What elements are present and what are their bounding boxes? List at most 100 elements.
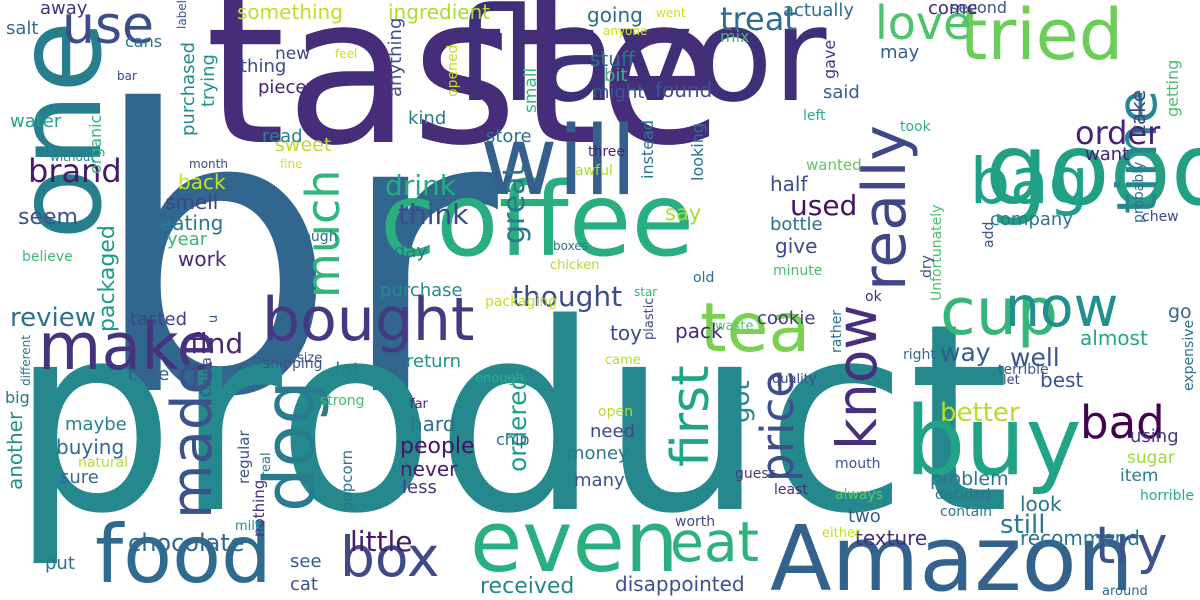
word-piece: piece bbox=[258, 77, 307, 98]
word-money: money bbox=[567, 443, 629, 464]
word-shipping: shipping bbox=[263, 356, 323, 372]
word-way: way bbox=[940, 338, 991, 367]
word-always: always bbox=[835, 487, 884, 503]
word-received: received bbox=[480, 574, 575, 599]
word-sugar: sugar bbox=[1127, 448, 1175, 468]
word-opened: opened bbox=[445, 44, 461, 97]
word-eat: eat bbox=[670, 510, 760, 574]
word-see: see bbox=[290, 551, 322, 572]
word-bag: bag bbox=[970, 145, 1089, 218]
word-think: think bbox=[398, 198, 469, 231]
word-old: old bbox=[693, 270, 715, 286]
word-rather: rather bbox=[829, 309, 845, 353]
word-another: another bbox=[3, 411, 27, 490]
word-waste: waste bbox=[715, 319, 754, 334]
word-back: back bbox=[178, 170, 226, 194]
word-big: big bbox=[5, 388, 30, 407]
word-good: good bbox=[985, 111, 1200, 228]
word-natural: natural bbox=[78, 455, 129, 471]
word-unfortunately: Unfortunately bbox=[929, 204, 945, 301]
word-u: u bbox=[206, 314, 221, 323]
word-seem: seem bbox=[18, 205, 78, 230]
word-real: real bbox=[259, 452, 274, 477]
word-taste: taste bbox=[205, 0, 725, 191]
word-food: food bbox=[95, 508, 272, 600]
word-wanted: wanted bbox=[806, 156, 862, 174]
word-probably: probably bbox=[1131, 161, 1147, 223]
word-item: item bbox=[1120, 466, 1159, 486]
word-plastic: plastic bbox=[642, 297, 657, 340]
word-open: open bbox=[598, 404, 633, 420]
word-ok: ok bbox=[865, 289, 882, 305]
word-anything: anything bbox=[385, 17, 406, 97]
word-salt: salt bbox=[6, 18, 39, 39]
word-china: China bbox=[199, 357, 215, 397]
word-people: people bbox=[400, 434, 475, 459]
word-packaged: packaged bbox=[95, 225, 120, 332]
word-cat: cat bbox=[290, 574, 318, 595]
word-purchased: purchased bbox=[178, 41, 199, 136]
word-right: right bbox=[903, 347, 936, 363]
word-went: went bbox=[656, 6, 686, 20]
word-boxes: boxes bbox=[553, 239, 588, 253]
word-quality: quality bbox=[772, 372, 817, 387]
word-different: different bbox=[19, 335, 33, 386]
word-find: find bbox=[190, 327, 244, 360]
word-coffee: coffee bbox=[380, 161, 695, 280]
word-left: left bbox=[803, 108, 826, 124]
word-hard: hard bbox=[410, 412, 456, 436]
word-tried: tried bbox=[960, 0, 1124, 76]
word-even: even bbox=[470, 493, 679, 592]
word-least: least bbox=[774, 482, 808, 498]
word-day: day bbox=[394, 241, 428, 262]
word-ingredient: ingredient bbox=[388, 0, 491, 24]
word-second: second bbox=[950, 0, 1008, 17]
word-strong: strong bbox=[320, 393, 365, 409]
word-stuff: stuff bbox=[590, 47, 635, 71]
word-chicken: chicken bbox=[550, 258, 600, 273]
word-buying: buying bbox=[56, 435, 125, 459]
word-something: something bbox=[237, 0, 343, 24]
word-three: three bbox=[588, 144, 626, 160]
word-either: either bbox=[822, 526, 861, 541]
word-minute: minute bbox=[773, 263, 823, 279]
word-may: may bbox=[880, 42, 920, 63]
word-return: return bbox=[406, 351, 462, 372]
word-far: far bbox=[410, 397, 428, 412]
word-really: really bbox=[850, 125, 920, 291]
word-getting: getting bbox=[1163, 59, 1182, 117]
word-take: take bbox=[1126, 89, 1150, 133]
word-say: say bbox=[665, 201, 702, 225]
word-enough: enough bbox=[475, 371, 524, 386]
word-mix: mix bbox=[720, 27, 750, 46]
word-let: let bbox=[1003, 373, 1020, 388]
word-make: make bbox=[38, 310, 217, 385]
word-thing: thing bbox=[240, 56, 287, 77]
word-almost: almost bbox=[1080, 326, 1148, 350]
word-tasted: tasted bbox=[130, 309, 188, 330]
word-decided: decided bbox=[935, 487, 991, 503]
word-amazon: Amazon bbox=[770, 507, 1134, 600]
word-use: use bbox=[62, 0, 155, 56]
word-best: best bbox=[1040, 368, 1084, 392]
word-now: now bbox=[1005, 275, 1119, 339]
word-going: going bbox=[587, 3, 643, 27]
word-smell: smell bbox=[165, 190, 219, 214]
word-regular: regular bbox=[235, 430, 253, 484]
word-bought: bought bbox=[262, 285, 475, 355]
word-purchase: purchase bbox=[380, 280, 463, 301]
word-box: box bbox=[340, 525, 440, 589]
word-instead: instead bbox=[638, 120, 657, 179]
word-label: label bbox=[175, 0, 189, 29]
word-go: go bbox=[1168, 301, 1192, 323]
word-without: without bbox=[50, 150, 96, 164]
word-store: store bbox=[486, 126, 532, 147]
word-tea: tea bbox=[700, 289, 811, 368]
word-toy: toy bbox=[610, 321, 642, 345]
word-still: still bbox=[1000, 510, 1046, 540]
word-gave: gave bbox=[820, 39, 839, 79]
word-contain: contain bbox=[940, 504, 992, 520]
word-work: work bbox=[178, 247, 227, 271]
word-cans: cans bbox=[125, 32, 163, 51]
word-well: well bbox=[1010, 343, 1060, 372]
